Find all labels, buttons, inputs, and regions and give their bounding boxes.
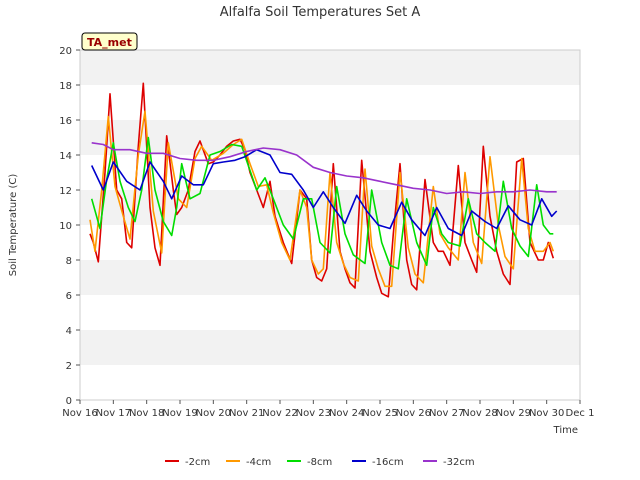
x-tick-label: Nov 17	[96, 408, 131, 419]
y-tick-label: 12	[59, 186, 72, 197]
series-line-16cm	[90, 148, 558, 237]
x-tick-label: Nov 27	[429, 408, 464, 419]
legend-label: -32cm	[443, 457, 475, 468]
grid-band	[80, 365, 580, 400]
y-tick-label: 8	[66, 256, 72, 267]
grid-band	[80, 50, 580, 85]
grid-band	[80, 330, 580, 365]
legend-label: -16cm	[372, 457, 404, 468]
x-tick-label: Nov 25	[362, 408, 397, 419]
x-tick-label: Nov 26	[396, 408, 431, 419]
series-line-8cm	[90, 136, 554, 270]
legend-item: -2cm	[165, 457, 210, 468]
ta-met-badge: TA_met	[81, 32, 138, 51]
series-line-32cm	[91, 142, 557, 195]
series-line-4cm	[89, 110, 555, 288]
x-tick-label: Nov 21	[229, 408, 264, 419]
legend-label: -4cm	[246, 457, 271, 468]
x-tick-label: Dec 1	[566, 408, 595, 419]
y-tick-label: 20	[59, 46, 72, 57]
x-tick-label: Nov 18	[129, 408, 164, 419]
y-axis: 0 2 4 6 8 10 12 14 16 18 20	[59, 46, 80, 407]
x-tick-label: Nov 24	[329, 408, 364, 419]
x-tick-label: Nov 19	[162, 408, 197, 419]
legend-item: -32cm	[423, 457, 475, 468]
badge-label: TA_met	[87, 36, 132, 49]
x-tick-label: Nov 28	[462, 408, 497, 419]
legend-item: -4cm	[226, 457, 271, 468]
legend-label: -2cm	[185, 457, 210, 468]
series-lines	[89, 82, 558, 298]
x-tick-label: Nov 29	[496, 408, 531, 419]
x-tick-label: Nov 30	[529, 408, 564, 419]
x-tick-label: Nov 22	[262, 408, 297, 419]
grid-band	[80, 260, 580, 295]
grid-band	[80, 85, 580, 120]
grid-band	[80, 295, 580, 330]
legend-item: -8cm	[287, 457, 332, 468]
y-axis-label: Soil Temperature (C)	[8, 174, 19, 277]
legend: -2cm -4cm -8cm -16cm -32cm	[165, 457, 475, 468]
x-tick-label: Nov 16	[62, 408, 97, 419]
badge-box	[81, 32, 138, 51]
y-tick-label: 0	[66, 396, 72, 407]
grid-band	[80, 120, 580, 155]
x-tick-label: Nov 23	[296, 408, 331, 419]
chart-title: Alfalfa Soil Temperatures Set A	[220, 5, 421, 20]
y-tick-label: 14	[59, 151, 72, 162]
y-tick-label: 10	[59, 221, 72, 232]
series-line-2cm	[89, 82, 555, 298]
x-tick-label: Nov 20	[196, 408, 231, 419]
y-tick-label: 6	[66, 291, 72, 302]
legend-label: -8cm	[307, 457, 332, 468]
y-tick-label: 18	[59, 81, 72, 92]
legend-item: -16cm	[352, 457, 404, 468]
y-tick-label: 2	[66, 361, 72, 372]
y-tick-label: 16	[59, 116, 72, 127]
x-axis-label: Time	[553, 425, 578, 436]
y-tick-label: 4	[66, 326, 72, 337]
